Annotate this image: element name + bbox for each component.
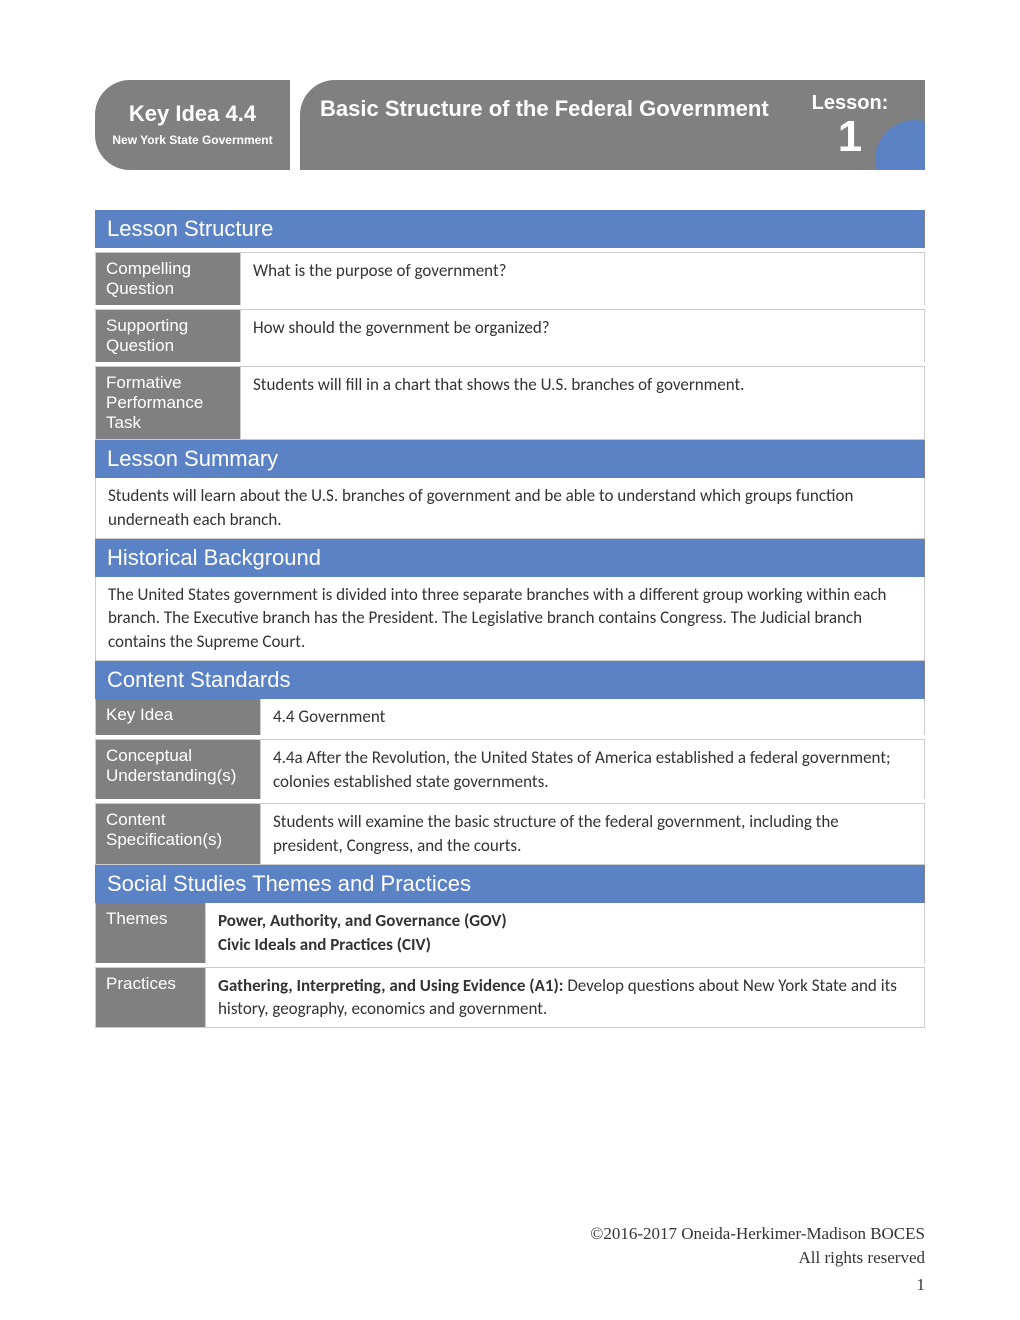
key-idea-box: Key Idea 4.4 New York State Government bbox=[95, 80, 290, 170]
supporting-question-row: Supporting Question How should the gover… bbox=[95, 309, 925, 362]
themes-row: Themes Power, Authority, and Governance … bbox=[95, 903, 925, 963]
rights: All rights reserved bbox=[590, 1246, 925, 1270]
themes-line2: Civic Ideals and Practices (CIV) bbox=[218, 934, 431, 955]
spec-label: Content Specification(s) bbox=[96, 804, 261, 864]
spec-content: Students will examine the basic structur… bbox=[261, 804, 925, 864]
practices-content: Gathering, Interpreting, and Using Evide… bbox=[206, 968, 925, 1028]
formative-label: Formative Performance Task bbox=[96, 367, 241, 439]
key-idea-content: 4.4 Government bbox=[261, 699, 925, 735]
spec-row: Content Specification(s) Students will e… bbox=[95, 803, 925, 865]
historical-content: The United States government is divided … bbox=[95, 577, 925, 661]
key-idea-label: Key Idea bbox=[96, 699, 261, 735]
supporting-content: How should the government be organized? bbox=[241, 310, 925, 362]
practices-row: Practices Gathering, Interpreting, and U… bbox=[95, 967, 925, 1029]
themes-label: Themes bbox=[96, 903, 206, 963]
themes-line1: Power, Authority, and Governance (GOV) bbox=[218, 910, 507, 931]
header-row: Key Idea 4.4 New York State Government B… bbox=[95, 80, 925, 170]
themes-content: Power, Authority, and Governance (GOV) C… bbox=[206, 903, 925, 963]
title-box: Basic Structure of the Federal Governmen… bbox=[300, 80, 925, 170]
supporting-label: Supporting Question bbox=[96, 310, 241, 362]
compelling-question-row: Compelling Question What is the purpose … bbox=[95, 252, 925, 305]
conceptual-row: Conceptual Understanding(s) 4.4a After t… bbox=[95, 739, 925, 800]
practices-bold: Gathering, Interpreting, and Using Evide… bbox=[218, 975, 567, 996]
key-idea-title: Key Idea 4.4 bbox=[107, 101, 278, 127]
themes-header: Social Studies Themes and Practices bbox=[95, 865, 925, 903]
content-standards-header: Content Standards bbox=[95, 661, 925, 699]
historical-header: Historical Background bbox=[95, 539, 925, 577]
compelling-label: Compelling Question bbox=[96, 253, 241, 305]
practices-label: Practices bbox=[96, 968, 206, 1028]
main-title: Basic Structure of the Federal Governmen… bbox=[320, 92, 795, 158]
conceptual-label: Conceptual Understanding(s) bbox=[96, 740, 261, 800]
page-number: 1 bbox=[917, 1275, 926, 1295]
key-idea-row: Key Idea 4.4 Government bbox=[95, 699, 925, 735]
formative-task-row: Formative Performance Task Students will… bbox=[95, 366, 925, 440]
conceptual-content: 4.4a After the Revolution, the United St… bbox=[261, 740, 925, 800]
formative-content: Students will fill in a chart that shows… bbox=[241, 367, 925, 439]
compelling-content: What is the purpose of government? bbox=[241, 253, 925, 305]
key-idea-subtitle: New York State Government bbox=[107, 133, 278, 149]
copyright: ©2016-2017 Oneida-Herkimer-Madison BOCES bbox=[590, 1222, 925, 1246]
footer: ©2016-2017 Oneida-Herkimer-Madison BOCES… bbox=[590, 1222, 925, 1270]
lesson-structure-header: Lesson Structure bbox=[95, 210, 925, 248]
lesson-summary-header: Lesson Summary bbox=[95, 440, 925, 478]
lesson-summary-content: Students will learn about the U.S. branc… bbox=[95, 478, 925, 539]
